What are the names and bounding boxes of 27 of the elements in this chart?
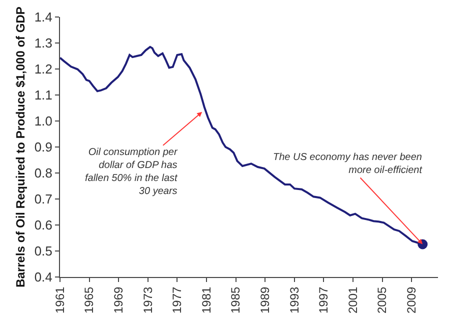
y-tick-label: 1.0	[34, 114, 52, 129]
x-tick-label: 1981	[199, 286, 214, 314]
y-tick-label: 0.6	[34, 218, 52, 233]
x-tick-label: 1977	[170, 286, 184, 314]
y-tick-label: 1.1	[34, 88, 52, 103]
x-tick-label: 2001	[346, 286, 360, 314]
y-tick-label: 1.3	[34, 36, 52, 51]
annotation: Oil consumption per dollar of GDP has fallen 50% in the last 30 years	[85, 147, 178, 197]
y-tick-label: 0.8	[34, 166, 52, 181]
x-tick-label: 2009	[404, 286, 419, 314]
y-tick-label: 0.5	[34, 244, 52, 259]
x-tick-label: 1997	[316, 286, 331, 314]
x-tick-label: 1993	[287, 286, 302, 314]
annotation: The US economy has never been more oil-efficient	[273, 152, 424, 176]
x-tick-label: 1973	[140, 286, 155, 314]
y-tick-label: 0.9	[34, 140, 52, 155]
x-tick-label: 2005	[375, 286, 390, 314]
y-tick-label: 0.4	[34, 270, 52, 285]
x-tick-label: 1985	[228, 286, 243, 314]
y-tick-label: 0.7	[34, 192, 52, 207]
y-tick-label: 1.4	[34, 10, 52, 25]
x-tick-label: 1969	[112, 286, 126, 314]
x-tick-label: 1965	[82, 286, 96, 314]
y-axis-title: Barrels of Oil Required to Produce $1,000 of GDP	[14, 6, 28, 288]
x-tick-label: 1961	[52, 286, 67, 314]
x-tick-label: 1989	[258, 286, 272, 314]
y-tick-label: 1.2	[34, 62, 52, 77]
